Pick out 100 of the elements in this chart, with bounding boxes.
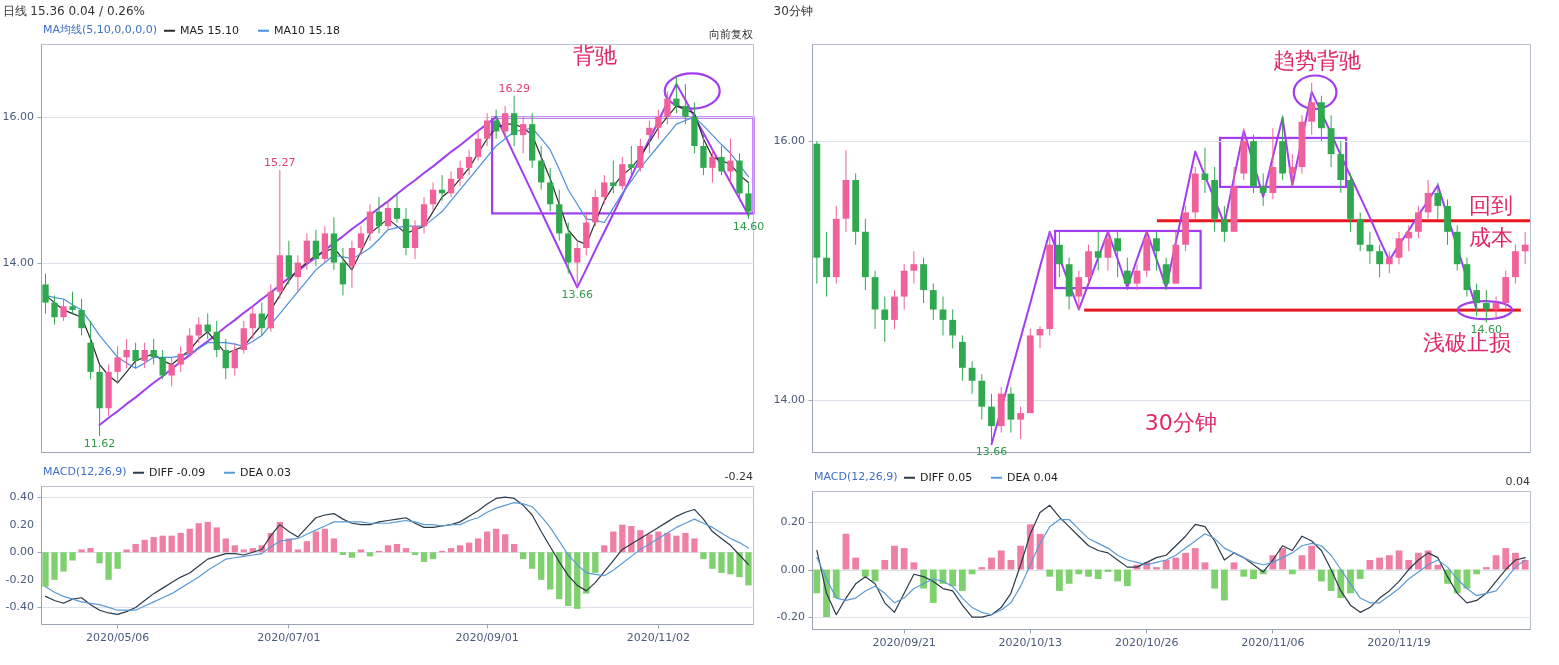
candlestick — [465, 149, 473, 176]
candlestick — [673, 76, 680, 114]
bar — [78, 549, 85, 553]
bar — [168, 535, 175, 553]
candlestick — [177, 345, 184, 373]
x-tick-label: 2020/11/06 — [1241, 635, 1305, 649]
bar — [574, 552, 581, 609]
candlestick — [1114, 231, 1122, 278]
x-tick-label: 2020/05/06 — [85, 630, 150, 644]
candlestick — [1220, 205, 1228, 243]
bar — [1007, 560, 1015, 570]
candlestick — [411, 219, 419, 260]
bar — [330, 538, 338, 553]
bar — [736, 552, 743, 578]
candlestick — [384, 200, 392, 231]
legend-title: MACD(12,26,9) — [43, 465, 127, 478]
candlestick — [637, 138, 644, 172]
candlestick — [393, 192, 401, 223]
bar — [673, 535, 680, 553]
bar — [1162, 560, 1170, 570]
bar — [159, 535, 166, 553]
bar — [393, 543, 401, 553]
y-tick-label: 0.00 — [9, 545, 34, 559]
bar — [87, 548, 94, 553]
x-tick-label: 2020/11/19 — [1367, 635, 1431, 649]
bar — [204, 521, 211, 553]
candlestick — [700, 130, 707, 176]
candlestick — [1521, 231, 1529, 265]
bar — [813, 569, 821, 594]
bar — [529, 552, 536, 569]
bar — [141, 539, 148, 553]
legend-label: MA10 15.18 — [274, 23, 340, 37]
candlestick — [823, 231, 830, 298]
candlestick — [249, 305, 256, 340]
bar — [1230, 562, 1238, 570]
y-tick-label: 0.00 — [780, 562, 805, 576]
candlestick — [357, 225, 365, 256]
candlestick — [348, 240, 356, 289]
bar — [1114, 569, 1122, 582]
candlestick — [682, 83, 689, 125]
bar — [978, 567, 986, 570]
candlestick — [285, 240, 292, 285]
bar — [1211, 569, 1219, 589]
bar — [105, 552, 112, 580]
bar — [900, 548, 908, 570]
bar — [988, 557, 995, 570]
candlestick — [929, 283, 937, 321]
candlestick — [231, 342, 238, 376]
bar — [682, 532, 689, 553]
x-tick-label: 2020/07/01 — [257, 630, 321, 644]
bar — [1376, 557, 1383, 570]
bar — [177, 532, 184, 553]
candlestick — [456, 160, 464, 187]
bar — [150, 537, 157, 553]
bar — [1434, 564, 1442, 570]
candlestick — [1473, 283, 1481, 317]
annotation: 背驰 — [573, 43, 618, 69]
bar — [1502, 548, 1510, 570]
bar — [420, 552, 428, 562]
y-tick-label: -0.20 — [5, 572, 34, 586]
candlestick — [718, 145, 725, 176]
annotation: 13.66 — [975, 445, 1008, 459]
candlestick — [1259, 173, 1267, 207]
bar — [384, 545, 392, 553]
candlestick — [1153, 231, 1160, 272]
bar — [1094, 569, 1102, 580]
candlestick — [159, 349, 166, 380]
bar — [1123, 569, 1131, 587]
bar — [474, 538, 482, 553]
bar — [538, 552, 545, 580]
bar — [1240, 569, 1248, 577]
bar — [1220, 569, 1228, 601]
bar — [1318, 569, 1325, 582]
candlestick — [483, 112, 491, 147]
bar — [483, 531, 491, 553]
chart-subtitle: 日线 15.36 0.04 / 0.26% — [2, 4, 146, 18]
annotation: 30分钟 — [1144, 410, 1217, 436]
x-tick-label: 2020/09/21 — [872, 635, 936, 649]
candlestick — [745, 181, 752, 220]
y-tick-label: 0.20 — [780, 514, 805, 528]
y-tick-label: -0.20 — [776, 610, 805, 624]
bar — [1201, 562, 1209, 570]
bar — [51, 552, 58, 580]
candlestick — [222, 338, 229, 380]
annotation: 15.27 — [264, 156, 296, 170]
candlestick — [123, 338, 130, 369]
bar — [366, 552, 374, 557]
candlestick — [709, 149, 716, 183]
candlestick — [664, 90, 671, 125]
bar — [1405, 560, 1413, 570]
candlestick — [655, 109, 662, 140]
bar — [592, 552, 599, 573]
candlestick — [1405, 224, 1413, 252]
candlestick — [1308, 82, 1316, 136]
bar — [195, 523, 202, 553]
candlestick — [312, 229, 320, 267]
bar — [949, 569, 957, 587]
bar — [69, 552, 76, 561]
y-tick-label: 0.40 — [9, 490, 34, 504]
candlestick — [132, 342, 139, 369]
